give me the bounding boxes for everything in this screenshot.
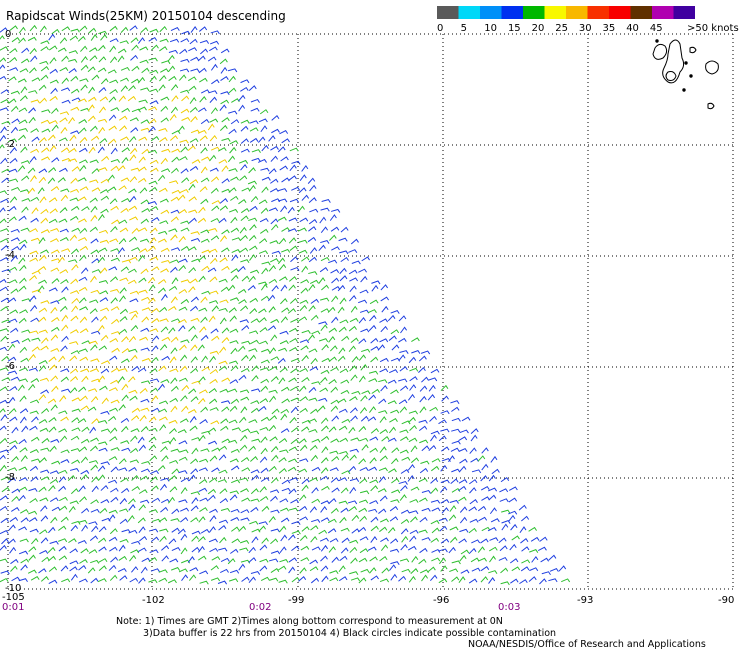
legend-swatch — [609, 6, 631, 19]
lon-label-93: -93 — [577, 595, 593, 606]
lon-label-102: -102 — [142, 595, 165, 606]
lat-label-6: -6 — [5, 361, 15, 372]
lat-lon-grid — [7, 33, 734, 590]
legend-swatch — [480, 6, 502, 19]
legend-swatch — [673, 6, 695, 19]
legend-swatch — [630, 6, 652, 19]
lat-label-4: -4 — [5, 250, 15, 261]
credit-line: NOAA/NESDIS/Office of Research and Appli… — [468, 639, 706, 650]
legend-label: 15 — [508, 23, 521, 34]
wind-speed-legend: 0 5 10 15 20 25 30 35 40 45 >50 knots — [437, 6, 739, 34]
lat-label-2: -2 — [5, 139, 15, 150]
legend-label: 10 — [484, 23, 497, 34]
galapagos-islands — [652, 39, 719, 110]
time-label-2: 0:02 — [249, 602, 271, 613]
legend-label: 20 — [532, 23, 545, 34]
legend-swatch — [501, 6, 523, 19]
map-title: Rapidscat Winds(25KM) 20150104 descendin… — [6, 9, 286, 23]
legend-label: >50 knots — [687, 23, 739, 34]
time-label-1: 0:01 — [2, 602, 24, 613]
lon-label-105: -105 — [2, 592, 25, 603]
wind-vectors — [0, 24, 571, 586]
legend-swatch — [587, 6, 609, 19]
lat-label-10: -10 — [5, 583, 21, 594]
note-line-2: 3)Data buffer is 22 hrs from 20150104 4)… — [143, 628, 557, 639]
legend-swatch — [458, 6, 480, 19]
note-line-1: Note: 1) Times are GMT 2)Times along bot… — [116, 616, 503, 627]
legend-label: 30 — [579, 23, 592, 34]
legend-swatch — [544, 6, 566, 19]
legend-swatch — [652, 6, 674, 19]
lat-label-8: -8 — [5, 472, 15, 483]
legend-label: 5 — [461, 23, 467, 34]
legend-swatch — [566, 6, 588, 19]
legend-label: 0 — [437, 23, 443, 34]
legend-swatch — [523, 6, 545, 19]
lon-label-96: -96 — [433, 595, 449, 606]
legend-label: 40 — [626, 23, 639, 34]
lon-label-90: -90 — [718, 595, 734, 606]
legend-label: 35 — [603, 23, 616, 34]
legend-label: 25 — [555, 23, 568, 34]
lat-label-0: 0 — [5, 29, 11, 40]
legend-swatch — [437, 6, 459, 19]
lon-label-99: -99 — [288, 595, 304, 606]
axis-labels: 0 -2 -4 -6 -8 -10 -105 -102 -99 -96 -93 … — [2, 29, 734, 613]
legend-label: 45 — [650, 23, 663, 34]
time-label-3: 0:03 — [498, 602, 520, 613]
